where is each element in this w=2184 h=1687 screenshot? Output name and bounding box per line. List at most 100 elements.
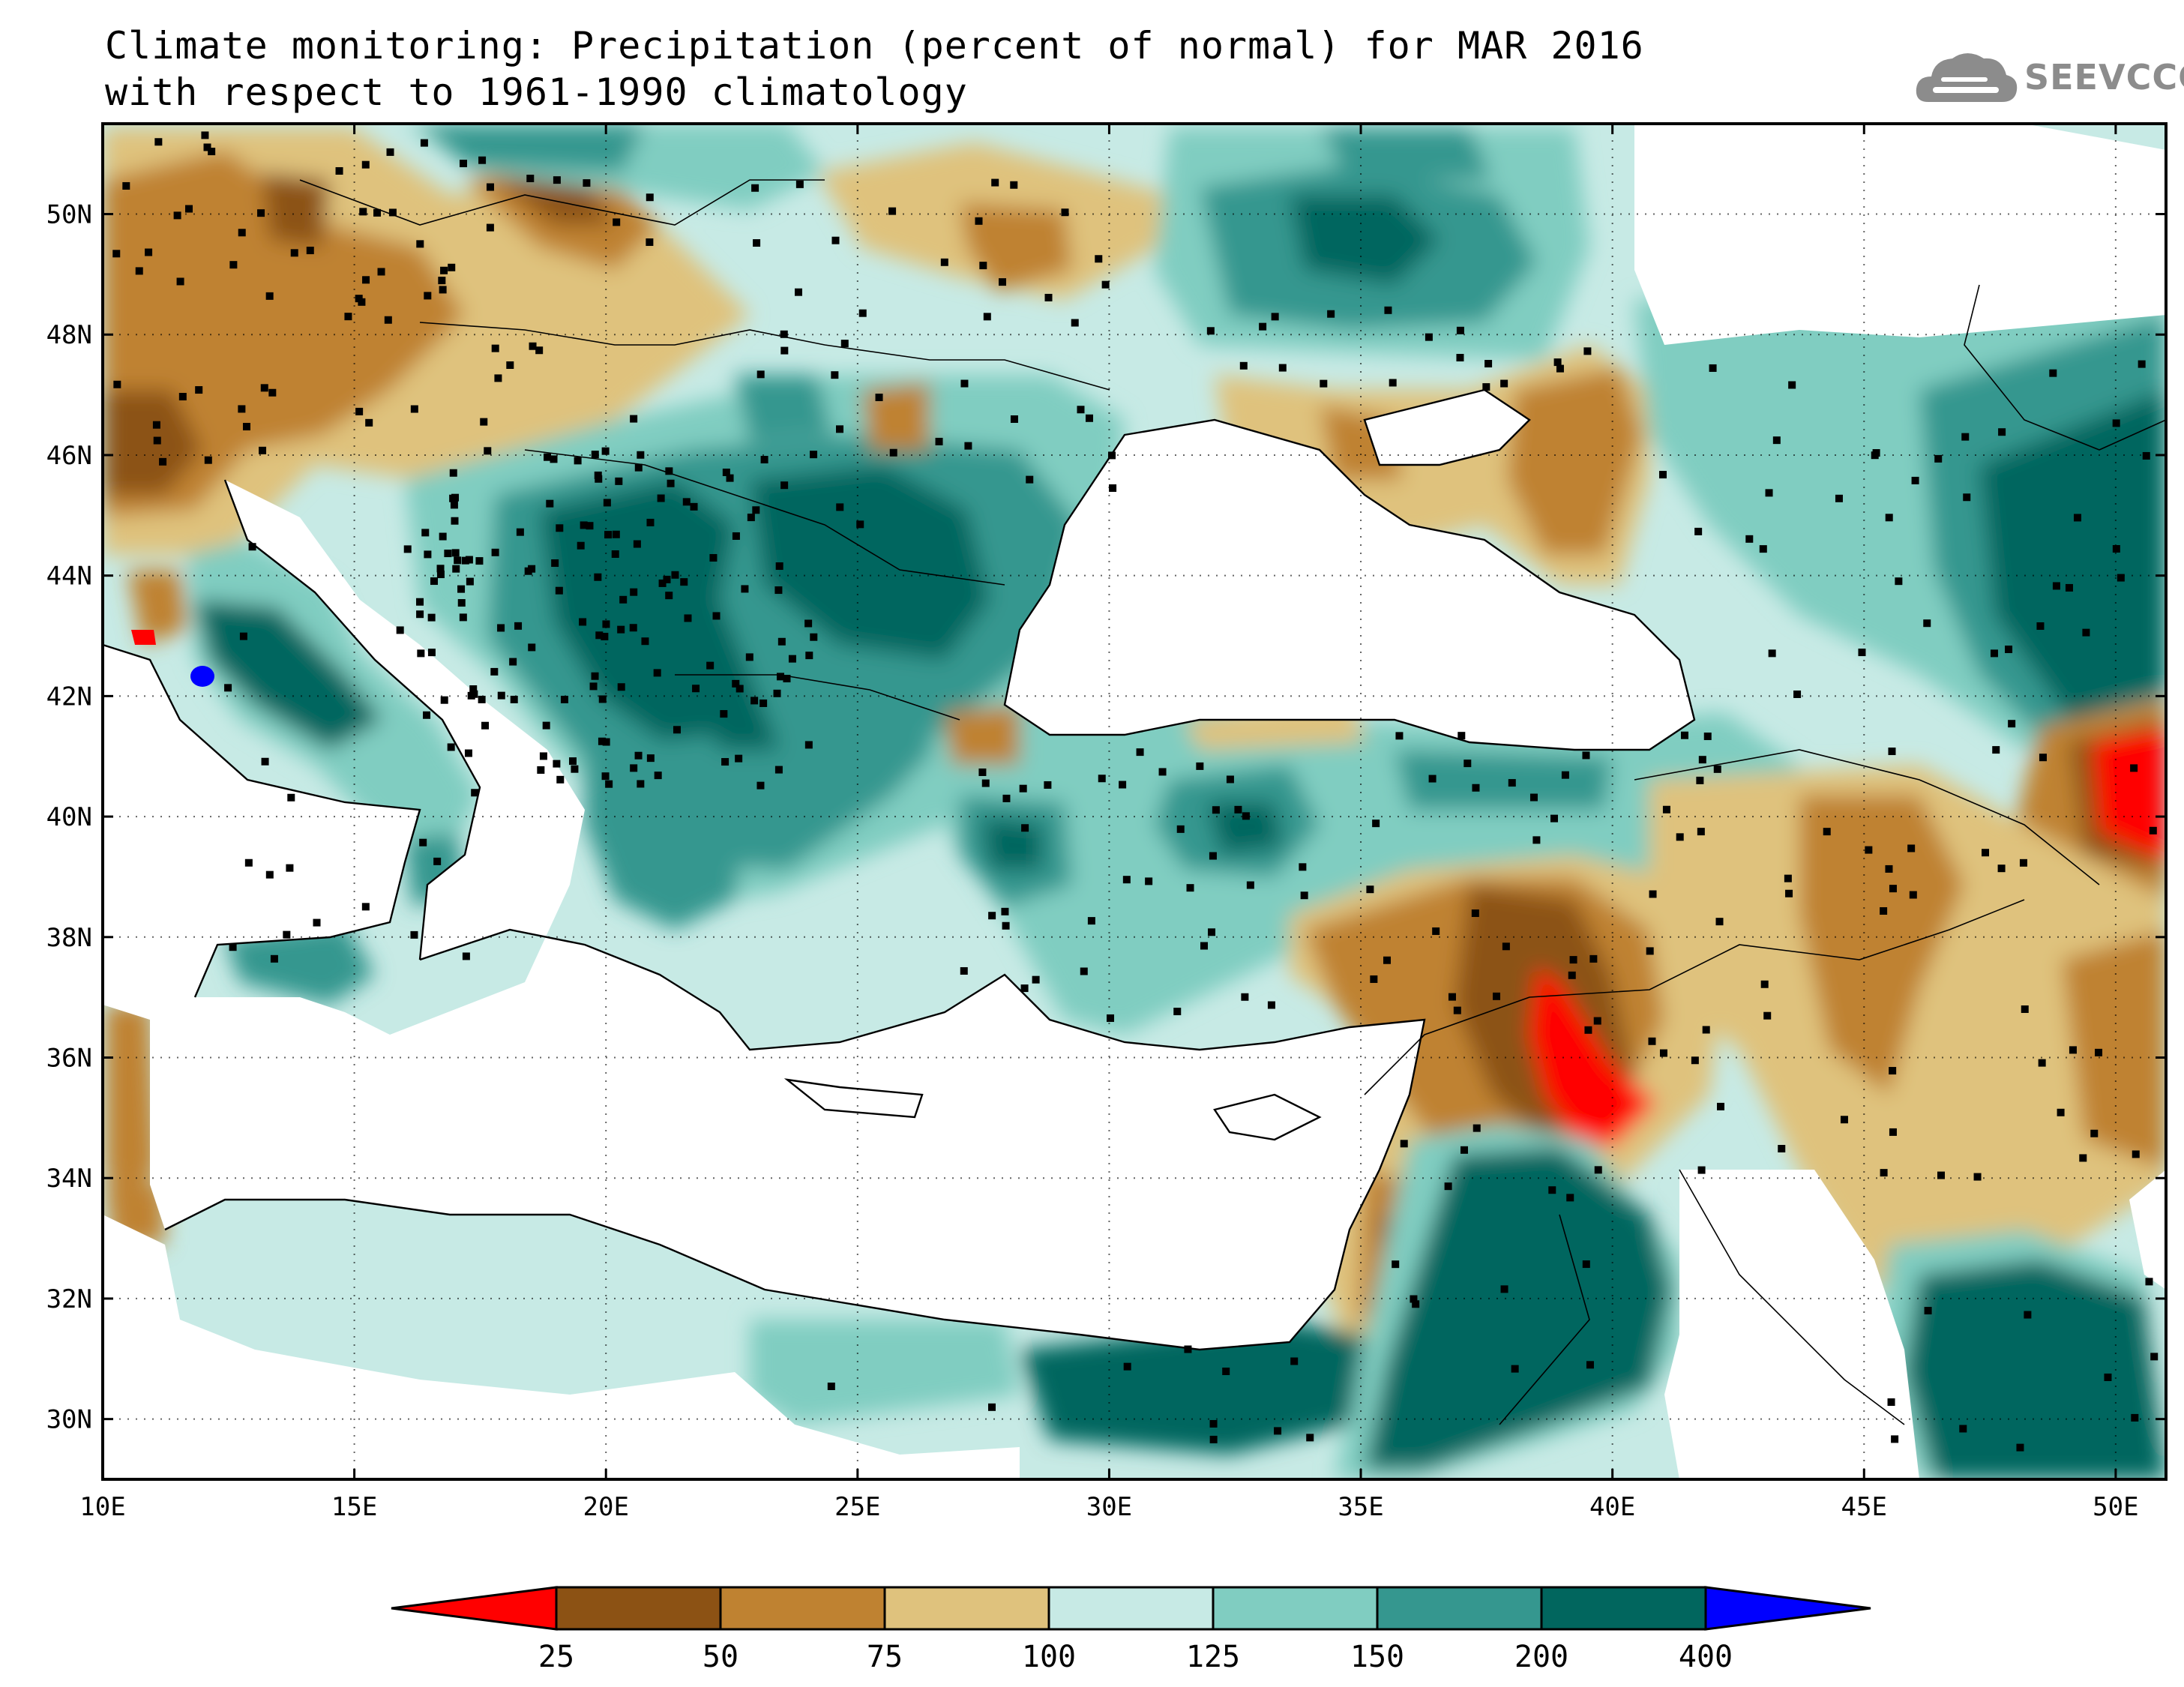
lon-tick-label: 45E xyxy=(1841,1492,1887,1522)
station-markers xyxy=(112,131,2159,1452)
station-marker xyxy=(1123,1362,1131,1371)
station-marker xyxy=(735,685,744,693)
station-marker xyxy=(1389,379,1397,387)
station-marker xyxy=(2095,1048,2103,1056)
station-marker xyxy=(313,918,321,927)
station-marker xyxy=(359,208,367,216)
station-marker xyxy=(1934,454,1943,463)
station-marker xyxy=(153,436,161,445)
station-marker xyxy=(1593,1017,1601,1025)
station-marker xyxy=(1010,181,1018,189)
station-marker xyxy=(1548,1186,1556,1194)
station-marker xyxy=(831,371,839,379)
station-marker xyxy=(840,340,849,348)
station-marker xyxy=(386,148,394,156)
station-marker xyxy=(335,166,343,175)
station-marker xyxy=(439,286,447,294)
colorbar-label: 100 xyxy=(1022,1640,1076,1674)
station-marker xyxy=(1209,852,1217,860)
below-25-spot xyxy=(131,630,156,645)
station-marker xyxy=(551,559,559,568)
station-marker xyxy=(673,726,681,734)
station-marker xyxy=(449,494,457,502)
station-marker xyxy=(529,342,537,350)
station-marker xyxy=(1911,476,1919,484)
station-marker xyxy=(410,930,418,939)
colorbar-segment xyxy=(1376,1586,1543,1631)
station-marker xyxy=(613,218,621,226)
station-marker xyxy=(1456,326,1464,334)
station-marker xyxy=(113,380,121,388)
lon-tick-label: 10E xyxy=(79,1492,125,1522)
station-marker xyxy=(173,211,181,220)
station-marker xyxy=(1907,844,1916,852)
title-line-1: Climate monitoring: Precipitation (perce… xyxy=(105,24,1644,67)
station-marker xyxy=(1101,280,1110,289)
sea-of-azov xyxy=(1365,390,1529,465)
station-marker xyxy=(1658,471,1667,479)
station-marker xyxy=(682,498,691,506)
colorbar-segment xyxy=(1047,1586,1215,1631)
station-marker xyxy=(1909,891,1917,899)
chart-title: Climate monitoring: Precipitation (perce… xyxy=(105,22,1644,115)
station-marker xyxy=(1010,415,1018,423)
station-marker xyxy=(804,619,813,628)
station-marker xyxy=(889,448,897,457)
station-marker xyxy=(478,156,487,164)
station-marker xyxy=(1176,825,1185,833)
station-marker xyxy=(2008,720,2016,728)
station-marker xyxy=(2073,514,2081,522)
station-marker xyxy=(1713,765,1721,773)
station-marker xyxy=(1071,319,1079,327)
station-marker xyxy=(604,531,613,539)
station-marker xyxy=(491,344,499,352)
station-marker xyxy=(1959,1425,1967,1433)
station-marker xyxy=(509,658,517,666)
station-marker xyxy=(1259,322,1267,331)
station-marker xyxy=(1963,493,1971,502)
station-marker xyxy=(1582,751,1590,760)
station-marker xyxy=(355,407,364,415)
station-marker xyxy=(259,446,267,454)
station-marker xyxy=(2131,1413,2139,1422)
station-marker xyxy=(981,779,990,787)
station-marker xyxy=(466,577,474,586)
station-marker xyxy=(692,685,700,693)
station-marker xyxy=(1107,451,1116,460)
station-marker xyxy=(598,737,606,745)
station-marker xyxy=(975,217,983,225)
station-marker xyxy=(1586,1361,1594,1369)
lat-tick-label: 38N xyxy=(46,923,92,953)
station-marker xyxy=(427,649,436,657)
station-marker xyxy=(875,394,883,402)
station-marker xyxy=(461,556,469,565)
station-marker xyxy=(286,864,294,872)
station-marker xyxy=(1763,1011,1772,1020)
station-marker xyxy=(1002,794,1011,802)
station-marker xyxy=(1044,781,1052,789)
station-marker xyxy=(355,295,363,303)
black-sea xyxy=(1005,420,1694,750)
station-marker xyxy=(1697,828,1705,836)
station-marker xyxy=(1482,383,1490,391)
station-marker xyxy=(178,393,187,401)
station-marker xyxy=(361,903,370,911)
station-marker xyxy=(421,529,430,537)
station-marker xyxy=(1087,917,1095,925)
station-marker xyxy=(506,361,514,369)
station-marker xyxy=(1703,733,1712,741)
station-marker xyxy=(1502,942,1510,951)
station-marker xyxy=(979,262,987,270)
station-marker xyxy=(528,565,536,573)
station-marker xyxy=(1472,784,1480,792)
colorbar-segment xyxy=(1212,1586,1379,1631)
station-marker xyxy=(827,1383,835,1391)
station-marker xyxy=(586,522,594,530)
station-marker xyxy=(1589,954,1598,963)
station-marker xyxy=(451,517,459,525)
station-marker xyxy=(831,236,840,244)
station-marker xyxy=(514,622,523,630)
station-marker xyxy=(1745,535,1754,543)
station-marker xyxy=(577,541,585,550)
station-marker xyxy=(1400,1140,1408,1148)
